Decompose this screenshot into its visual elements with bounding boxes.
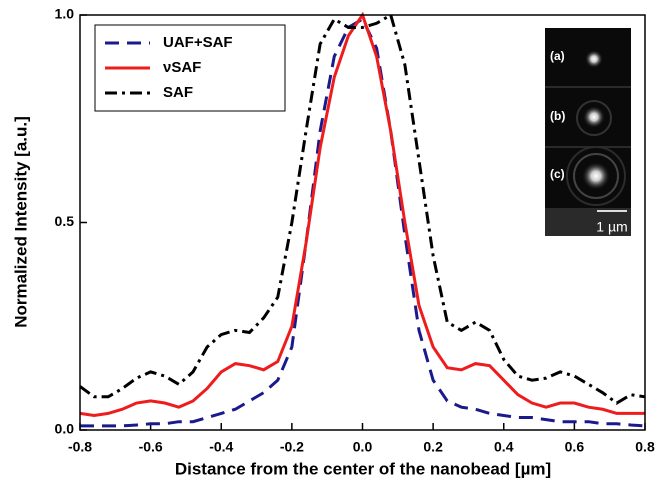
x-tick-label: 0.2	[423, 439, 443, 455]
x-tick-label: 0.0	[353, 439, 373, 455]
inset-ring	[573, 153, 619, 199]
y-tick-label: 1.0	[55, 6, 75, 22]
inset: (a) (b) (c) 1 µm	[545, 28, 631, 236]
x-tick-label: 0.4	[494, 439, 514, 455]
x-tick-label: -0.2	[280, 439, 304, 455]
x-axis-title: Distance from the center of the nanobead…	[175, 459, 551, 478]
inset-ring	[566, 146, 626, 206]
legend-label: SAF	[163, 84, 193, 101]
scale-bar-label: 1 µm	[596, 219, 627, 235]
line-series	[80, 17, 646, 428]
y-tick-label: 0.0	[55, 421, 75, 437]
x-tick-label: -0.8	[68, 439, 92, 455]
inset-spot	[583, 106, 605, 128]
y-axis-title: Normalized Intensity [a.u.]	[11, 116, 30, 328]
inset-label: (c)	[550, 167, 565, 181]
inset-label: (b)	[550, 109, 565, 123]
x-tick-label: -0.6	[139, 439, 163, 455]
x-tick-label: 0.8	[635, 439, 655, 455]
legend-label: νSAF	[163, 59, 201, 76]
x-tick-label: 0.6	[565, 439, 585, 455]
x-tick-label: -0.4	[209, 439, 233, 455]
y-tick-label: 0.5	[55, 213, 75, 229]
legend: UAF+SAF νSAF SAF	[94, 24, 286, 112]
plot-frame	[79, 14, 646, 431]
inset-spot	[585, 50, 603, 68]
inset-spot	[582, 162, 610, 190]
inset-label: (a)	[550, 49, 565, 63]
line-series	[79, 12, 646, 405]
inset-ring	[576, 100, 612, 136]
legend-label: UAF+SAF	[163, 34, 233, 51]
